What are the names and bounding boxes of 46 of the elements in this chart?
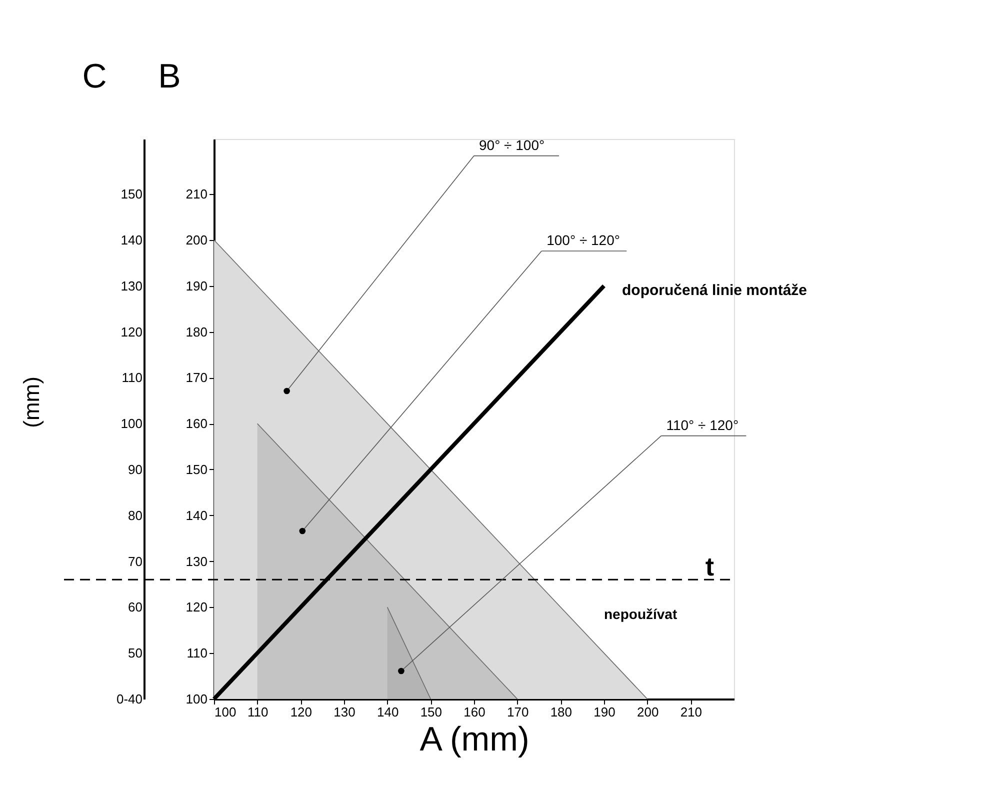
annotation: 110° ÷ 120° (666, 416, 739, 433)
x-axis-title: A (mm) (420, 720, 530, 758)
x-tick-label: 110 (247, 704, 268, 720)
y-tick-label: 180 (186, 324, 208, 340)
y-tick-label: 100 (186, 692, 208, 706)
y2-tick-label: 70 (128, 554, 142, 569)
y-tick-label: 140 (186, 508, 208, 523)
y-tick-label: 120 (186, 600, 208, 615)
x-tick-label: 130 (334, 704, 356, 720)
annotation: nepoužívat (604, 606, 678, 622)
x-tick-label: 190 (594, 704, 616, 720)
y-tick-label: 150 (186, 462, 208, 477)
x-tick-label: 100 (214, 704, 236, 720)
y2-tick-label: 90 (128, 462, 142, 477)
annotation: 100° ÷ 120° (546, 232, 620, 248)
y2-axis-title: C (82, 58, 107, 96)
y2-tick-label: 120 (120, 324, 142, 340)
x-tick-label: 140 (376, 704, 399, 720)
y2-tick-label: 140 (120, 232, 142, 248)
y2-tick-label: 130 (120, 278, 142, 294)
x-tick-label: 210 (680, 704, 702, 720)
x-tick-label: 120 (290, 704, 312, 720)
y2-tick-label: 0-40 (116, 692, 142, 706)
y2-tick-label: 60 (128, 600, 142, 615)
y-tick-label: 110 (186, 646, 208, 661)
y-tick-label: 190 (186, 278, 208, 294)
ref-line-label: t (705, 552, 714, 582)
annotation: 90° ÷ 100° (479, 136, 545, 153)
y2-tick-label: 80 (128, 508, 142, 523)
x-tick-label: 160 (464, 704, 486, 720)
y-tick-label: 170 (186, 370, 208, 386)
y2-tick-label: 110 (122, 370, 142, 386)
y2-tick-label: 150 (120, 186, 142, 202)
y2-tick-label: 50 (128, 646, 142, 661)
y-tick-label: 200 (186, 232, 208, 248)
y-tick-label: 160 (186, 416, 208, 432)
series-label: doporučená linie montáže (622, 282, 808, 299)
y2-tick-label: 100 (120, 416, 142, 432)
y-axis-title: B (158, 58, 181, 96)
x-tick-label: 150 (420, 704, 442, 720)
x-tick-label: 180 (550, 704, 572, 720)
text: (mm) (19, 376, 44, 428)
x-tick-label: 200 (636, 704, 659, 720)
y-tick-label: 130 (186, 554, 208, 569)
x-tick-label: 170 (506, 704, 529, 720)
y-tick-label: 210 (186, 186, 208, 202)
